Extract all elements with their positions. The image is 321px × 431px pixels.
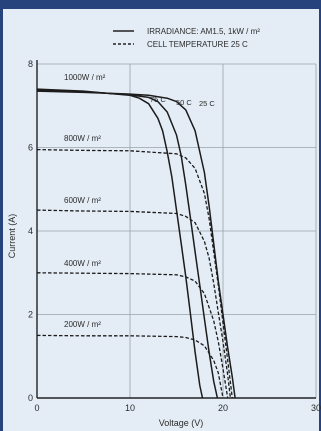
x-tick-label-30: 30 — [311, 403, 321, 413]
series-line-200w-m — [36, 334, 224, 399]
series-line-75-c — [36, 88, 204, 399]
irradiance-label-200: 200W / m² — [64, 320, 101, 329]
series-line-600w-m — [36, 209, 232, 399]
temperature-label-75: 75 C — [150, 95, 166, 104]
irradiance-label-400: 400W / m² — [64, 259, 101, 268]
x-tick-label-20: 20 — [218, 403, 228, 413]
y-tick-label-4: 4 — [28, 226, 33, 236]
temperature-labels: 75 C 50 C 25 C — [150, 95, 215, 108]
window-top-bar — [0, 0, 321, 9]
temperature-label-25: 25 C — [199, 99, 215, 108]
x-tick-label-10: 10 — [125, 403, 135, 413]
irradiance-label-1000: 1000W / m² — [64, 73, 106, 82]
y-axis-label: Current (A) — [7, 214, 17, 259]
window-right-border — [319, 0, 321, 431]
series-line-800w-m — [36, 148, 233, 399]
series-line-1000w-m — [36, 90, 236, 399]
irradiance-label-800: 800W / m² — [64, 134, 101, 143]
temperature-label-50: 50 C — [176, 98, 192, 107]
legend-solid-label: IRRADIANCE: AM1.5, 1kW / m² — [147, 27, 260, 36]
window-left-border — [0, 0, 3, 431]
legend-dashed-label: CELL TEMPERATURE 25 C — [147, 40, 248, 49]
y-tick-label-2: 2 — [28, 310, 33, 320]
legend: IRRADIANCE: AM1.5, 1kW / m² CELL TEMPERA… — [113, 27, 260, 49]
y-tick-label-8: 8 — [28, 59, 33, 69]
x-tick-label-0: 0 — [34, 403, 39, 413]
y-tick-label-6: 6 — [28, 143, 33, 153]
irradiance-label-600: 600W / m² — [64, 196, 101, 205]
series-line-400w-m — [36, 272, 229, 399]
x-axis-label: Voltage (V) — [159, 418, 204, 428]
series-line-50-c — [36, 89, 219, 399]
y-tick-label-0: 0 — [28, 393, 33, 403]
irradiance-labels: 1000W / m² 800W / m² 600W / m² 400W / m²… — [64, 73, 106, 329]
